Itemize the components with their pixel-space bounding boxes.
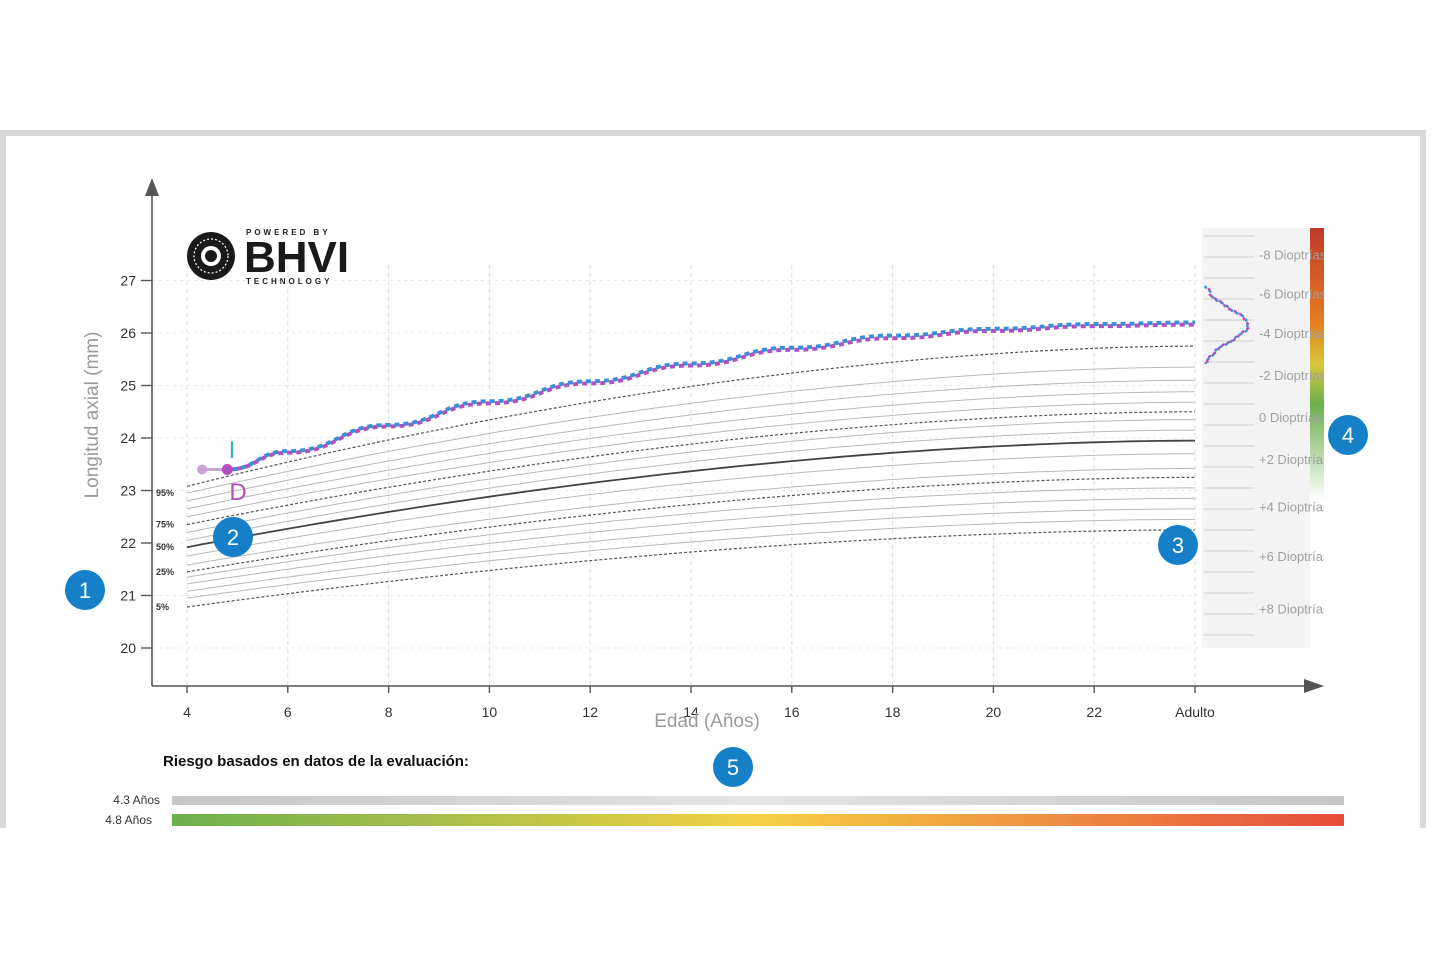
x-tick-label: 10	[482, 704, 498, 720]
svg-text:4: 4	[1342, 423, 1354, 448]
measurement-point-second	[221, 464, 233, 475]
y-tick-label: 20	[120, 640, 136, 656]
badge-4[interactable]: 4	[1328, 415, 1368, 455]
percentile-curves	[186, 345, 1196, 608]
percentile-curve	[186, 429, 1196, 541]
percentile-label: 5%	[156, 602, 169, 612]
eye-markers	[197, 464, 233, 475]
y-axis-arrow	[145, 178, 159, 196]
percentile-curve	[186, 476, 1195, 573]
diopter-color-bar	[1310, 228, 1324, 500]
distribution-right-eye	[1205, 285, 1251, 365]
percentile-label: 95%	[156, 488, 174, 498]
diopter-label: -2 Dioptrías	[1259, 368, 1327, 383]
distribution-curve	[1203, 285, 1251, 365]
percentile-curve	[186, 508, 1195, 592]
percentile-curve	[186, 467, 1196, 566]
y-axis-title: Longitud axial (mm)	[82, 332, 103, 499]
percentile-label: 25%	[156, 567, 174, 577]
diopter-label: -6 Dioptrías	[1259, 287, 1327, 302]
projection-lines	[227, 320, 1196, 472]
percentile-curve	[186, 379, 1196, 502]
logo-brand: BHVI	[244, 233, 349, 282]
risk-title: Riesgo basados en datos de la evaluación…	[163, 753, 469, 770]
x-tick-label: 14	[683, 704, 699, 720]
badge-2[interactable]: 2	[213, 517, 253, 557]
risk-row-label-1: 4.3 Años	[113, 793, 160, 807]
x-tick-label: 4	[183, 704, 191, 720]
x-tick-label: 16	[784, 704, 800, 720]
risk-bar-1	[172, 796, 1344, 805]
x-tick-label: 8	[385, 704, 393, 720]
x-axis-title: Edad (Años)	[654, 711, 760, 732]
diopter-label: 0 Dioptrías	[1259, 410, 1322, 425]
chart-panel	[0, 130, 1426, 828]
y-tick-label: 21	[120, 588, 136, 604]
x-tick-label: 12	[582, 704, 598, 720]
risk-bar-2	[172, 814, 1344, 826]
logo-top-text: POWERED BY	[246, 228, 331, 237]
percentile-curve	[186, 529, 1195, 608]
diopter-label: +6 Dioptrías	[1259, 549, 1330, 564]
svg-text:1: 1	[79, 578, 91, 603]
x-ticks: 4 6 8 10 12 14 16 18 20 22 Adulto	[183, 686, 1215, 720]
diopter-label: -4 Dioptrías	[1259, 326, 1327, 341]
x-tick-label: Adulto	[1175, 704, 1215, 720]
distribution-left-eye	[1203, 285, 1250, 365]
y-tick-label: 25	[120, 378, 136, 394]
diopter-label: +2 Dioptrías	[1259, 452, 1330, 467]
diopter-label: +8 Dioptrías	[1259, 602, 1330, 617]
diopter-label: +4 Dioptrías	[1259, 499, 1330, 514]
badge-1[interactable]: 1	[65, 570, 105, 610]
percentile-labels: 95% 75% 50% 25% 5%	[156, 488, 174, 612]
percentile-label: 50%	[156, 542, 174, 552]
x-axis-arrow	[1304, 679, 1324, 693]
grid	[152, 265, 1200, 686]
y-tick-label: 24	[120, 430, 136, 446]
percentile-curve	[186, 401, 1195, 518]
percentile-curve	[186, 345, 1196, 487]
y-tick-label: 26	[120, 325, 136, 341]
y-tick-label: 23	[120, 483, 136, 499]
percentile-curve	[186, 439, 1196, 549]
x-tick-label: 20	[986, 704, 1002, 720]
y-tick-label: 22	[120, 535, 136, 551]
percentile-curve	[186, 518, 1195, 599]
percentile-curve	[186, 453, 1195, 557]
badge-3[interactable]: 3	[1158, 525, 1198, 565]
badge-5[interactable]: 5	[713, 747, 753, 787]
svg-text:3: 3	[1172, 533, 1184, 558]
eye-label-right: D	[229, 479, 246, 506]
risk-row-label-2: 4.8 Años	[105, 813, 152, 827]
svg-text:2: 2	[227, 525, 239, 550]
bhvi-logo: POWERED BY BHVI TECHNOLOGY	[187, 228, 349, 286]
diopter-panel	[1202, 228, 1310, 648]
x-tick-label: 22	[1086, 704, 1102, 720]
percentile-curve	[186, 366, 1196, 494]
x-tick-label: 18	[885, 704, 901, 720]
eye-label-left: I	[229, 437, 236, 464]
percentile-curve	[186, 391, 1195, 510]
percentile-curve	[186, 487, 1195, 578]
y-ticks: 20 21 22 23 24 25 26 27	[120, 273, 152, 656]
y-tick-label: 27	[120, 273, 136, 289]
logo-bottom-text: TECHNOLOGY	[246, 277, 332, 286]
x-tick-label: 6	[284, 704, 292, 720]
projection-right-eye	[227, 322, 1196, 472]
percentile-curve	[186, 419, 1196, 533]
measurement-point-first	[197, 464, 208, 475]
diopter-label: -8 Dioptrías	[1259, 247, 1327, 262]
percentile-curve	[186, 411, 1195, 526]
percentile-label: 75%	[156, 520, 174, 530]
diopter-ticks	[1204, 235, 1254, 636]
svg-text:5: 5	[727, 755, 739, 780]
percentile-curve	[186, 497, 1195, 585]
projection-left-eye	[227, 320, 1196, 472]
